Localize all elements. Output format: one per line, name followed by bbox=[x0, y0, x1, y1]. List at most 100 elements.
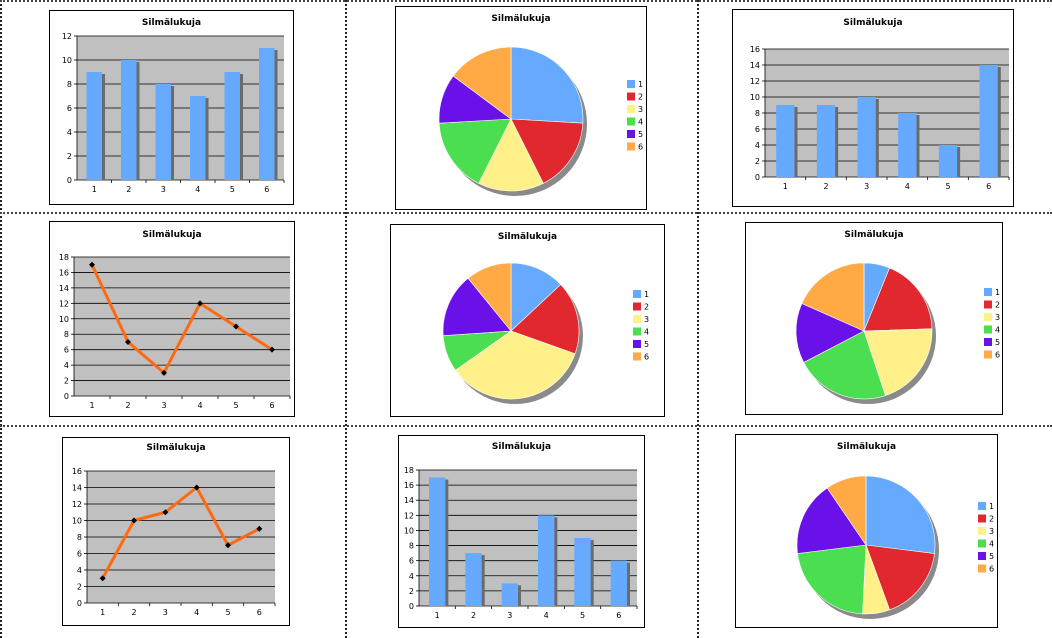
bar bbox=[610, 560, 628, 606]
legend-label: 6 bbox=[995, 351, 1000, 360]
bar bbox=[537, 515, 555, 606]
x-tick-label: 1 bbox=[783, 182, 788, 191]
legend-label: 1 bbox=[995, 288, 1000, 297]
legend-label: 6 bbox=[638, 143, 643, 152]
chart-2-pie: Silmälukuja 1 2 3 4 5 6 bbox=[395, 6, 647, 210]
y-tick-label: 0 bbox=[67, 176, 72, 185]
bar bbox=[224, 72, 241, 180]
chart-title: Silmälukuja bbox=[844, 230, 903, 240]
legend-swatch bbox=[984, 350, 992, 359]
y-tick-label: 16 bbox=[750, 45, 760, 54]
x-tick-label: 3 bbox=[161, 401, 166, 410]
x-tick-label: 3 bbox=[507, 611, 512, 620]
y-tick-label: 8 bbox=[755, 109, 760, 118]
pie-slice bbox=[442, 277, 512, 336]
legend-label: 2 bbox=[644, 303, 649, 312]
legend-label: 6 bbox=[989, 565, 994, 574]
chart-3-bar: Silmälukuja 0 2 4 6 8 10 12 14 16 1 2 3 4 5 6 bbox=[732, 9, 1014, 207]
y-tick-label: 12 bbox=[404, 511, 414, 520]
chart-title: Silmälukuja bbox=[843, 18, 902, 28]
chart-svg: Silmälukuja 1 2 3 4 5 6 bbox=[796, 442, 994, 619]
legend-label: 4 bbox=[644, 328, 649, 337]
pie-slice bbox=[510, 262, 562, 332]
y-tick-label: 8 bbox=[67, 80, 72, 89]
pie-slice bbox=[863, 328, 933, 396]
x-tick-label: 2 bbox=[823, 182, 828, 191]
y-tick-label: 2 bbox=[409, 587, 414, 596]
y-tick-label: 8 bbox=[64, 330, 69, 339]
legend-swatch bbox=[633, 352, 641, 361]
legend-label: 4 bbox=[989, 540, 994, 549]
y-tick-label: 6 bbox=[755, 125, 760, 134]
legend-label: 3 bbox=[995, 313, 1000, 322]
legend-swatch bbox=[627, 92, 635, 101]
y-tick-label: 14 bbox=[404, 496, 414, 505]
data-point bbox=[256, 525, 263, 532]
plot-area bbox=[74, 257, 290, 396]
chart-title: Silmälukuja bbox=[491, 14, 550, 24]
y-tick-label: 16 bbox=[404, 481, 414, 490]
y-tick-label: 10 bbox=[72, 517, 82, 526]
x-tick-label: 1 bbox=[92, 185, 97, 194]
chart-7-line: Silmälukuja 0 2 4 6 8 10 12 14 16 1 2 3 4 5 6 bbox=[62, 437, 290, 626]
chart-5-pie: Silmälukuja 1 2 3 4 5 6 bbox=[390, 224, 665, 417]
chart-4-line: Silmälukuja 0 2 4 6 8 10 12 14 16 18 1 2 3 4 5 6 bbox=[49, 221, 295, 417]
y-tick-label: 10 bbox=[404, 526, 414, 535]
data-point bbox=[162, 509, 169, 516]
legend-swatch bbox=[984, 288, 992, 296]
x-tick-label: 1 bbox=[89, 401, 94, 410]
data-point bbox=[131, 517, 137, 524]
legend-swatch bbox=[627, 130, 635, 138]
y-tick-label: 10 bbox=[59, 315, 69, 324]
legend-swatch bbox=[984, 325, 992, 334]
grid-divider bbox=[0, 0, 2, 638]
data-point bbox=[99, 575, 106, 582]
x-tick-label: 6 bbox=[986, 182, 991, 191]
x-tick-label: 5 bbox=[580, 611, 585, 620]
chart-title: Silmälukuja bbox=[498, 232, 557, 242]
legend-swatch bbox=[627, 117, 635, 126]
pie-slice bbox=[865, 544, 935, 611]
bar bbox=[574, 538, 591, 606]
x-tick-label: 5 bbox=[233, 401, 238, 410]
chart-svg: Silmälukuja 1 2 3 4 5 6 bbox=[795, 230, 1000, 404]
plot-area bbox=[419, 470, 637, 606]
x-tick-label: 1 bbox=[435, 611, 440, 620]
x-tick-label: 2 bbox=[131, 608, 136, 617]
pie-slice bbox=[510, 46, 584, 124]
chart-8-bar: Silmälukuja 0 2 4 6 8 10 12 14 16 18 1 2 3 4 5 6 bbox=[398, 435, 645, 628]
grid-divider bbox=[697, 0, 699, 638]
x-tick-label: 2 bbox=[125, 401, 130, 410]
data-point bbox=[225, 542, 231, 549]
pie-slice bbox=[797, 544, 867, 615]
bar bbox=[816, 105, 836, 177]
bar bbox=[857, 97, 876, 177]
bar bbox=[258, 48, 275, 180]
x-tick-label: 6 bbox=[616, 611, 621, 620]
y-tick-label: 14 bbox=[59, 284, 69, 293]
bar bbox=[898, 113, 917, 177]
y-tick-label: 6 bbox=[77, 550, 82, 559]
bar bbox=[155, 84, 172, 180]
y-tick-label: 8 bbox=[77, 533, 82, 542]
pie-slice bbox=[455, 330, 576, 400]
legend-label: 5 bbox=[989, 552, 994, 561]
legend-swatch bbox=[978, 527, 986, 535]
chart-title: Silmälukuja bbox=[146, 443, 205, 453]
legend-swatch bbox=[633, 327, 641, 336]
y-tick-label: 10 bbox=[62, 56, 72, 65]
data-point bbox=[89, 261, 95, 268]
pie-slice bbox=[863, 267, 933, 332]
y-tick-label: 2 bbox=[67, 152, 72, 161]
y-tick-label: 4 bbox=[77, 566, 82, 575]
x-tick-label: 3 bbox=[161, 185, 166, 194]
y-tick-label: 12 bbox=[72, 500, 82, 509]
data-point bbox=[233, 323, 239, 330]
bar bbox=[120, 60, 137, 180]
legend-swatch bbox=[984, 338, 992, 346]
y-tick-label: 2 bbox=[755, 157, 760, 166]
legend-swatch bbox=[978, 502, 986, 510]
y-tick-label: 12 bbox=[62, 32, 72, 41]
data-point bbox=[125, 338, 131, 345]
